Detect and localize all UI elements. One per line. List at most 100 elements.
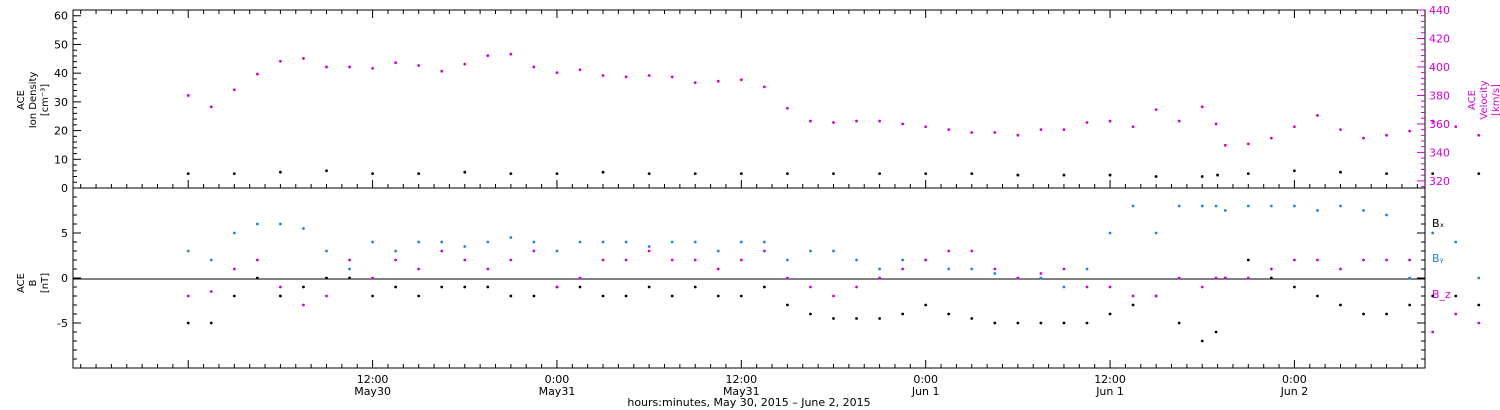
velocity-point [878, 119, 881, 123]
bz-point [1062, 267, 1066, 271]
bx-point [1269, 276, 1273, 280]
bx-point [924, 303, 928, 307]
by-point [693, 240, 697, 244]
by-point [970, 267, 974, 271]
by-point [947, 267, 951, 271]
bx-point [348, 276, 351, 280]
velocity-point [1154, 108, 1158, 112]
bz-point [325, 294, 328, 298]
bz-point [348, 258, 351, 262]
density-point [186, 172, 190, 176]
bx-point [325, 276, 328, 280]
bx-point [670, 294, 674, 298]
top-left-ytick-label: 40 [54, 67, 68, 80]
by-point [716, 249, 720, 253]
top-left-ytick-label: 50 [54, 38, 68, 51]
bz-point [1246, 276, 1250, 280]
bx-point [417, 294, 421, 298]
by-point [578, 240, 582, 244]
density-point [1216, 173, 1219, 177]
by-point [1085, 267, 1089, 271]
top-right-ylabel-line1: ACE [1467, 90, 1478, 110]
density-point [924, 172, 928, 176]
velocity-point [279, 59, 282, 63]
velocity-point [739, 78, 743, 82]
bx-point [1385, 312, 1388, 316]
by-point [624, 240, 628, 244]
bottom-ytick-label: -5 [57, 317, 68, 330]
by-point [1269, 204, 1273, 208]
bottom-panel-frame [72, 187, 1426, 369]
density-point [739, 172, 743, 176]
bx-point [693, 285, 697, 289]
bx-point [624, 294, 628, 298]
top-left-ytick-label: 20 [54, 125, 68, 138]
bx-point [1316, 294, 1319, 298]
bz-point [1339, 267, 1342, 271]
x-tick-label-time: 12:00 [725, 373, 757, 386]
velocity-point [693, 81, 697, 85]
bz-point [716, 267, 720, 271]
top-right-ytick-label: 440 [1429, 4, 1450, 17]
x-tick-label-day: May30 [354, 385, 391, 398]
bx-point [647, 285, 651, 289]
bx-point [1339, 303, 1342, 307]
velocity-point [947, 128, 951, 132]
velocity-point [1408, 129, 1412, 133]
velocity-point [809, 119, 812, 123]
by-point [1108, 231, 1112, 235]
bx-point [1200, 339, 1204, 343]
velocity-point [993, 131, 997, 134]
x-tick-label-day: May31 [723, 385, 760, 398]
by-point [1477, 276, 1481, 280]
bz-point [1039, 272, 1043, 275]
by-point [1293, 204, 1296, 208]
bx-point [1431, 294, 1435, 298]
by-point [509, 236, 513, 239]
bz-point [1131, 294, 1135, 298]
velocity-point [1431, 119, 1435, 123]
bz-point [670, 258, 674, 262]
by-point [1154, 231, 1158, 235]
density-point [232, 172, 236, 176]
density-point [1062, 173, 1066, 177]
bz-point [832, 294, 835, 298]
bottom-left-ylabel-line2: B [28, 279, 39, 286]
velocity-point [716, 79, 720, 83]
bz-point [578, 276, 582, 280]
velocity-point [647, 74, 651, 77]
density-point [693, 172, 697, 176]
bz-point [1316, 258, 1319, 262]
by-point [325, 249, 328, 253]
by-point [255, 222, 259, 226]
bx-point [1362, 312, 1365, 316]
bz-point [1362, 258, 1365, 262]
bz-point [1085, 285, 1089, 289]
velocity-point [1339, 128, 1342, 132]
bz-point [762, 249, 766, 253]
bz-point [209, 290, 213, 293]
velocity-point [417, 64, 421, 67]
data-marks [186, 52, 1481, 343]
by-point [1062, 285, 1066, 289]
density-point [601, 170, 605, 174]
bz-point [1016, 276, 1020, 280]
velocity-point [1200, 105, 1204, 109]
bx-point [279, 294, 282, 298]
bz-point [532, 249, 536, 253]
x-tick-label-time: 0:00 [913, 373, 938, 386]
velocity-point [1177, 119, 1181, 123]
by-point [394, 249, 398, 253]
bx-point [440, 285, 444, 289]
bx-point [1214, 330, 1218, 334]
bz-point [1408, 258, 1412, 262]
by-point [302, 227, 305, 230]
bz-point [555, 285, 559, 289]
top-left-ylabel-line2: Ion Density [28, 72, 39, 129]
by-point [440, 240, 444, 244]
by-point [279, 222, 282, 226]
bottom-left-ylabel-line3: [nT] [40, 273, 51, 293]
bx-point [255, 276, 259, 280]
by-point [209, 258, 213, 262]
bx-point [1108, 312, 1112, 316]
